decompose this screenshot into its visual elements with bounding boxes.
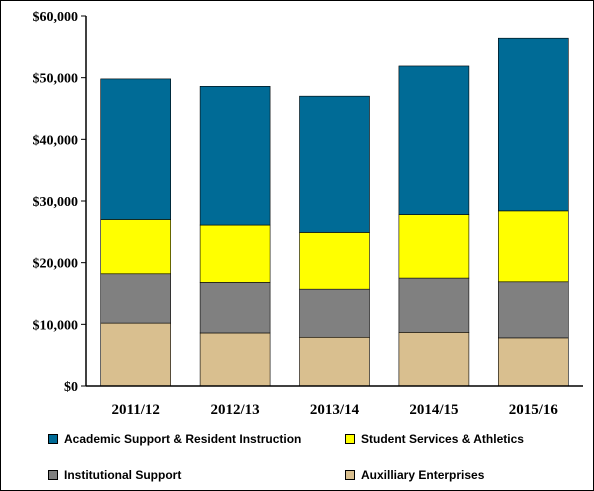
y-tick-label: $30,000	[33, 195, 79, 210]
legend: Academic Support & Resident Instruction …	[48, 428, 568, 488]
bar-auxilliary-enterprises-2012-13	[199, 332, 271, 387]
bar-auxilliary-enterprises-2011-12	[100, 322, 171, 387]
bar-institutional-support-2011-12	[100, 273, 171, 324]
legend-swatch-auxilliary	[345, 470, 355, 480]
legend-swatch-institutional	[48, 470, 58, 480]
legend-item-auxilliary: Auxilliary Enterprises	[345, 468, 484, 482]
bars-group	[100, 37, 569, 387]
bar-auxilliary-enterprises-2015-16	[497, 337, 569, 387]
bar-student-services-athletics-2015-16	[497, 210, 569, 283]
legend-label-auxilliary: Auxilliary Enterprises	[361, 468, 485, 482]
bar-institutional-support-2014-15	[398, 277, 470, 333]
legend-label-academic: Academic Support & Resident Instruction	[64, 432, 302, 446]
x-tick-label-2014-15: 2014/15	[409, 402, 458, 418]
bar-academic-support-resident-instruction-2012-13	[199, 86, 271, 226]
bar-institutional-support-2012-13	[199, 282, 271, 334]
legend-label-institutional: Institutional Support	[64, 468, 182, 482]
bar-student-services-athletics-2011-12	[100, 219, 171, 275]
bar-academic-support-resident-instruction-2013-14	[299, 95, 370, 233]
bar-institutional-support-2013-14	[299, 288, 370, 338]
x-tick-label-2012-13: 2012/13	[211, 402, 260, 418]
x-tick-label-2015-16: 2015/16	[509, 402, 559, 418]
y-tick-label: $0	[64, 380, 78, 395]
y-tick-label: $50,000	[33, 72, 79, 87]
bar-institutional-support-2015-16	[497, 281, 569, 339]
bar-student-services-athletics-2012-13	[199, 224, 271, 283]
legend-swatch-student	[345, 434, 355, 444]
x-labels-group: 2011/12 2012/13 2013/14 2014/15 2015/16	[112, 402, 559, 418]
y-tick-label: $20,000	[33, 257, 79, 272]
legend-item-institutional: Institutional Support	[48, 468, 181, 482]
legend-swatch-academic	[48, 434, 58, 444]
bar-auxilliary-enterprises-2013-14	[299, 336, 370, 387]
x-tick-label-2013-14: 2013/14	[310, 402, 360, 418]
bar-student-services-athletics-2013-14	[299, 232, 370, 290]
y-ticks-group: $0 $10,000 $20,000 $30,000 $40,000 $50,000 $60…	[33, 10, 86, 395]
bar-academic-support-resident-instruction-2011-12	[100, 78, 171, 220]
legend-item-academic: Academic Support & Resident Instruction	[48, 432, 301, 446]
bar-student-services-athletics-2014-15	[398, 214, 470, 279]
x-tick-label-2011-12: 2011/12	[112, 402, 160, 418]
legend-item-student: Student Services & Athletics	[345, 432, 524, 446]
bar-auxilliary-enterprises-2014-15	[398, 332, 470, 387]
y-tick-label: $10,000	[33, 318, 79, 333]
bar-academic-support-resident-instruction-2014-15	[398, 65, 470, 215]
y-tick-label: $40,000	[33, 133, 79, 148]
legend-label-student: Student Services & Athletics	[361, 432, 524, 446]
y-tick-label: $60,000	[33, 10, 79, 25]
bar-academic-support-resident-instruction-2015-16	[497, 37, 569, 212]
